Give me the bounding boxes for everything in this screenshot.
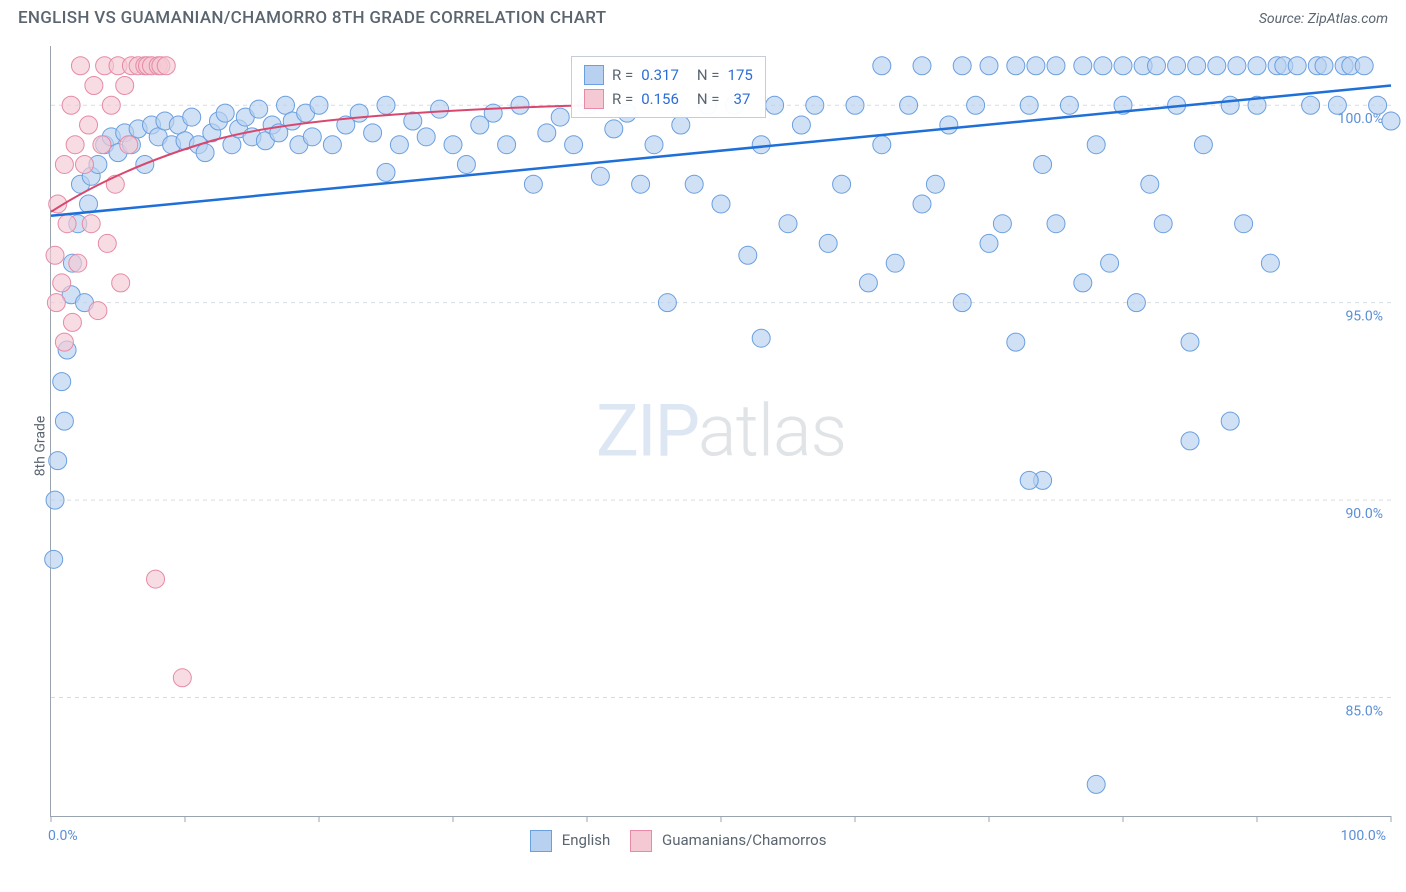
stats-row-english: R = 0.317 N = 175 <box>584 63 753 87</box>
chart-source: Source: ZipAtlas.com <box>1259 11 1388 27</box>
y-axis-label: 8th Grade <box>32 416 48 477</box>
swatch-english <box>584 65 604 85</box>
swatch-english-bottom <box>530 830 552 852</box>
stats-row-chamorros: R = 0.156 N = 37 <box>584 87 753 111</box>
svg-text:85.0%: 85.0% <box>1345 704 1383 720</box>
legend-item-english: English <box>530 830 610 852</box>
chart-header: ENGLISH VS GUAMANIAN/CHAMORRO 8TH GRADE … <box>0 0 1406 32</box>
legend-item-chamorros: Guamanians/Chamorros <box>630 830 826 852</box>
chart-title: ENGLISH VS GUAMANIAN/CHAMORRO 8TH GRADE … <box>18 8 606 28</box>
swatch-chamorros <box>584 89 604 109</box>
stats-legend: R = 0.317 N = 175 R = 0.156 N = 37 <box>571 56 766 118</box>
x-tick-100: 100.0% <box>1341 828 1386 844</box>
svg-text:95.0%: 95.0% <box>1345 309 1383 325</box>
bottom-legend: English Guamanians/Chamorros <box>530 830 826 852</box>
svg-text:90.0%: 90.0% <box>1345 506 1383 522</box>
scatter-chart: 85.0%90.0%95.0%100.0% <box>51 46 1391 816</box>
swatch-chamorros-bottom <box>630 830 652 852</box>
x-tick-0: 0.0% <box>48 828 78 844</box>
plot-area: 85.0%90.0%95.0%100.0% ZIPatlas R = 0.317… <box>50 46 1391 817</box>
chart-container: ENGLISH VS GUAMANIAN/CHAMORRO 8TH GRADE … <box>0 0 1406 892</box>
